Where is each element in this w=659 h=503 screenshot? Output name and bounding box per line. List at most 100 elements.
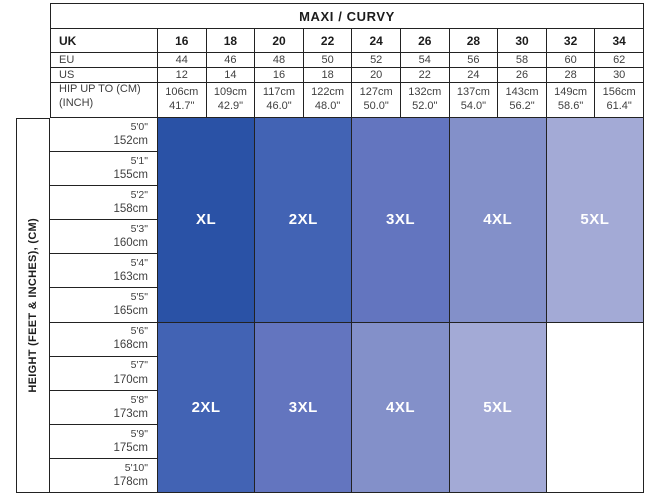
height-cm-value: 163cm: [113, 271, 148, 284]
hip-cm-value: 117cm: [262, 86, 296, 99]
uk-size-cell: 28: [449, 29, 499, 53]
hip-cell: 156cm 61.4": [595, 83, 644, 118]
uk-size-cell: 24: [352, 29, 401, 53]
eu-size-cell: 62: [595, 53, 644, 68]
height-axis-label: HEIGHT (FEET & INCHES), (CM): [27, 218, 39, 393]
hip-inch-value: 42.9": [217, 100, 244, 112]
size-block-lower-4xl: 4XL: [352, 322, 450, 493]
us-size-cell: 20: [352, 68, 401, 83]
hip-cell: 132cm 52.0": [400, 83, 450, 118]
eu-size-cell: 46: [206, 53, 256, 68]
hip-row-label: HIP UP TO (CM) (INCH): [50, 83, 158, 118]
us-size-cell: 22: [400, 68, 450, 83]
size-block-upper-xl: XL: [158, 118, 256, 323]
uk-size-cell: 22: [303, 29, 353, 53]
us-size-cell: 26: [498, 68, 547, 83]
hip-cell: 137cm 54.0": [449, 83, 499, 118]
height-cm-value: 160cm: [113, 237, 148, 250]
uk-size-cell: 18: [206, 29, 256, 53]
height-cell: 5'9" 175cm: [50, 424, 158, 459]
hip-cm-value: 143cm: [505, 86, 539, 99]
hip-cell: 149cm 58.6": [546, 83, 596, 118]
height-cell: 5'6" 168cm: [50, 322, 158, 357]
eu-size-cell: 58: [498, 53, 547, 68]
uk-size-cell: 34: [595, 29, 644, 53]
table-title: MAXI / CURVY: [50, 3, 644, 29]
uk-size-cell: 16: [158, 29, 207, 53]
height-ftin-value: 5'6": [130, 325, 148, 338]
us-size-cell: 16: [255, 68, 304, 83]
eu-size-cell: 54: [400, 53, 450, 68]
hip-inch-value: 52.0": [412, 100, 438, 112]
us-size-cell: 14: [206, 68, 256, 83]
hip-inch-value: 46.0": [266, 100, 292, 112]
size-block-upper-3xl: 3XL: [352, 118, 450, 323]
hip-cell: 143cm 56.2": [498, 83, 547, 118]
hip-cell: 127cm 50.0": [352, 83, 401, 118]
hip-inch-value: 58.6": [557, 100, 584, 112]
us-size-cell: 28: [546, 68, 596, 83]
hip-cm-value: 122cm: [311, 86, 345, 99]
height-ftin-value: 5'9": [130, 427, 148, 440]
size-block-upper-5xl: 5XL: [546, 118, 644, 323]
hip-cm-value: 149cm: [554, 86, 588, 99]
hip-row-label-line2: (INCH): [59, 96, 94, 109]
height-cell: 5'5" 165cm: [50, 288, 158, 323]
height-ftin-value: 5'3": [130, 223, 148, 236]
us-size-cell: 12: [158, 68, 207, 83]
eu-size-cell: 60: [546, 53, 596, 68]
us-row-label: US: [50, 68, 158, 83]
hip-inch-value: 50.0": [363, 100, 389, 112]
hip-row-label-line1: HIP UP TO (CM): [59, 83, 141, 95]
hip-cm-value: 137cm: [456, 86, 490, 99]
uk-size-cell: 20: [255, 29, 304, 53]
uk-size-cell: 32: [546, 29, 596, 53]
size-block-upper-2xl: 2XL: [255, 118, 353, 323]
hip-inch-value: 61.4": [606, 100, 632, 112]
hip-inch-value: 41.7": [169, 100, 195, 112]
height-cell: 5'0" 152cm: [50, 118, 158, 153]
hip-inch-value: 54.0": [460, 100, 487, 112]
uk-row-label: UK: [50, 29, 158, 53]
height-ftin-value: 5'10": [124, 461, 148, 474]
hip-cm-value: 132cm: [408, 86, 442, 99]
size-block-lower-2xl: 2XL: [158, 322, 256, 493]
hip-cell: 109cm 42.9": [206, 83, 256, 118]
eu-row-label: EU: [50, 53, 158, 68]
hip-cell: 117cm 46.0": [255, 83, 304, 118]
height-cell: 5'10" 178cm: [50, 458, 158, 493]
height-cm-value: 158cm: [113, 203, 148, 216]
height-ftin-value: 5'7": [130, 359, 148, 372]
height-ftin-value: 5'5": [130, 291, 148, 304]
height-cell: 5'7" 170cm: [50, 356, 158, 391]
height-cell: 5'2" 158cm: [50, 186, 158, 221]
size-chart-table: MAXI / CURVY HIP UP TO (CM) (INCH) HEIGH…: [16, 3, 644, 493]
us-size-cell: 24: [449, 68, 499, 83]
height-cell: 5'3" 160cm: [50, 220, 158, 255]
hip-inch-value: 48.0": [314, 100, 341, 112]
height-cm-value: 168cm: [113, 339, 148, 352]
height-cm-value: 175cm: [113, 441, 148, 454]
us-size-cell: 18: [303, 68, 353, 83]
height-cell: 5'8" 173cm: [50, 390, 158, 425]
hip-inch-value: 56.2": [509, 100, 535, 112]
eu-size-cell: 56: [449, 53, 499, 68]
height-cm-value: 173cm: [113, 407, 148, 420]
height-ftin-value: 5'0": [130, 120, 148, 133]
height-ftin-value: 5'4": [130, 257, 148, 270]
height-ftin-value: 5'8": [130, 393, 148, 406]
height-ftin-value: 5'1": [130, 154, 148, 167]
us-size-cell: 30: [595, 68, 644, 83]
empty-region: [546, 322, 644, 493]
height-cm-value: 165cm: [113, 305, 148, 318]
height-cell: 5'4" 163cm: [50, 254, 158, 289]
height-cm-value: 152cm: [113, 134, 148, 147]
hip-cm-value: 127cm: [359, 86, 393, 99]
uk-size-cell: 26: [400, 29, 450, 53]
height-cm-value: 178cm: [113, 475, 148, 488]
eu-size-cell: 48: [255, 53, 304, 68]
size-block-lower-5xl: 5XL: [449, 322, 547, 493]
hip-cell: 122cm 48.0": [303, 83, 353, 118]
hip-cell: 106cm 41.7": [158, 83, 207, 118]
